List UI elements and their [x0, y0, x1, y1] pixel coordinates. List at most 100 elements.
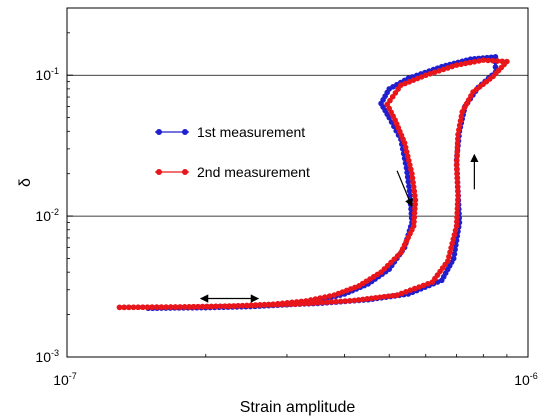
data-point [455, 197, 461, 203]
data-point [222, 303, 228, 309]
data-point [429, 279, 436, 285]
data-point [455, 136, 461, 142]
data-point [412, 197, 419, 203]
data-point [427, 70, 433, 77]
data-point [319, 299, 326, 306]
data-point [408, 166, 414, 173]
ticks: 10-3 10-2 10-1 10-7 10-6 [35, 32, 538, 388]
series-2 [116, 57, 510, 311]
data-point [217, 303, 224, 310]
data-point [454, 214, 460, 221]
data-point [333, 298, 339, 305]
data-point [459, 109, 466, 115]
data-point [381, 293, 388, 300]
data-point [315, 299, 321, 306]
data-point [394, 292, 400, 298]
data-point [410, 223, 417, 229]
legend-marker-2 [182, 169, 188, 175]
data-point [456, 122, 463, 129]
data-point [404, 174, 411, 180]
y-tick-label: 10-3 [35, 348, 59, 365]
data-point [317, 295, 323, 301]
data-point [489, 57, 496, 64]
data-point [455, 188, 461, 194]
data-point [261, 302, 268, 308]
data-point [446, 253, 452, 260]
data-point [398, 290, 405, 297]
data-point [239, 302, 246, 309]
data-point [144, 304, 151, 310]
data-point [116, 304, 123, 311]
data-point [248, 302, 255, 309]
data-point [454, 144, 461, 151]
data-point [252, 302, 259, 309]
data-point [458, 113, 465, 120]
data-point [390, 292, 396, 299]
data-point [372, 294, 379, 301]
data-point [395, 86, 401, 92]
data-point [409, 170, 415, 177]
data-point [422, 72, 429, 79]
data-point [458, 61, 464, 68]
data-point [337, 298, 344, 305]
grid-lines [67, 74, 528, 217]
legend-label-2: 2nd measurement [197, 164, 310, 180]
data-point [410, 184, 417, 190]
data-point [163, 304, 169, 310]
data-point [297, 301, 303, 307]
data-point [195, 303, 201, 310]
data-point [449, 63, 455, 70]
data-point [410, 179, 416, 186]
x-axis-title: Strain amplitude [240, 399, 356, 416]
data-point [454, 175, 461, 181]
data-point [462, 60, 469, 67]
data-point [454, 153, 460, 160]
data-point [412, 205, 418, 212]
series-1 [145, 54, 499, 312]
data-point [153, 304, 160, 310]
data-point [326, 293, 333, 299]
data-point [455, 192, 461, 199]
data-point [451, 231, 458, 238]
annotations [199, 153, 479, 303]
data-point [453, 166, 460, 173]
data-point [301, 300, 308, 307]
data-point [351, 297, 358, 304]
x-tick-label: 10-6 [514, 371, 538, 388]
data-point [324, 299, 330, 305]
legend: 1st measurement 2nd measurement [155, 124, 310, 180]
data-point [456, 127, 462, 133]
data-point [407, 287, 414, 294]
data-point [454, 184, 461, 190]
data-point [275, 301, 281, 308]
data-point [405, 157, 412, 164]
x-tick-label: 10-7 [53, 371, 77, 388]
data-point [310, 300, 317, 306]
data-point [158, 304, 165, 310]
data-point [204, 303, 210, 310]
data-point [377, 294, 383, 301]
y-tick-label: 10-1 [35, 66, 59, 83]
data-point [451, 251, 458, 257]
data-point [279, 301, 286, 308]
data-point [322, 294, 328, 300]
data-point [364, 296, 370, 302]
legend-marker-1 [182, 129, 188, 135]
data-point [130, 304, 137, 311]
data-point [409, 175, 416, 181]
data-point [454, 201, 461, 208]
data-point [411, 188, 418, 195]
data-point [471, 58, 478, 65]
data-point [403, 289, 409, 295]
data-point [270, 301, 277, 308]
data-point [244, 302, 250, 309]
data-point [404, 153, 411, 159]
data-point [420, 282, 427, 289]
data-point [208, 303, 215, 310]
data-point [480, 57, 487, 63]
data-point [213, 303, 219, 310]
data-point [402, 144, 409, 151]
data-point [328, 299, 335, 305]
data-point [121, 304, 127, 311]
data-point [411, 285, 418, 292]
